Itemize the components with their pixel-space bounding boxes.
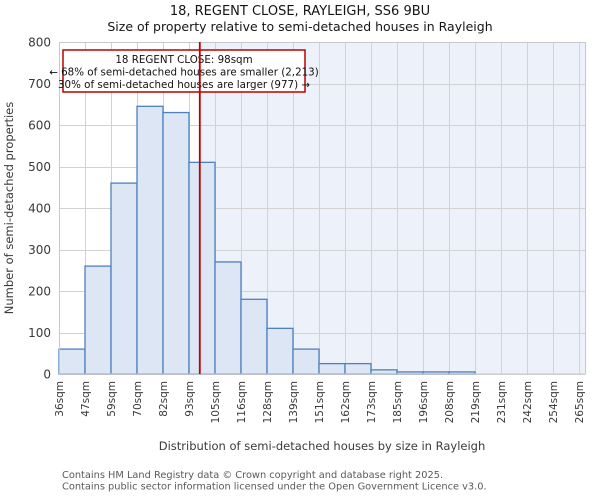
plot-border <box>59 42 586 375</box>
histogram-bar <box>162 111 190 375</box>
y-tick-label: 100 <box>28 326 51 340</box>
x-axis-label: Distribution of semi-detached houses by … <box>159 439 486 453</box>
y-tick-label: 500 <box>28 160 51 174</box>
footer-attribution-line-1: Contains HM Land Registry data © Crown c… <box>62 470 443 481</box>
annotation-box: 18 REGENT CLOSE: 98sqm ← 68% of semi-det… <box>49 49 319 93</box>
annotation-frame <box>62 49 306 93</box>
histogram-bar <box>136 105 164 375</box>
annotation-line-1: 18 REGENT CLOSE: 98sqm <box>115 54 252 66</box>
y-tick-label: 600 <box>28 118 51 132</box>
x-tick-label: 185sqm <box>392 381 404 423</box>
annotation-line-3: 30% of semi-detached houses are larger (… <box>58 79 310 91</box>
annotation-line-2: ← 68% of semi-detached houses are smalle… <box>49 67 319 79</box>
x-tick-label: 265sqm <box>574 381 586 423</box>
histogram-bar <box>110 182 138 375</box>
y-tick-label: 800 <box>28 35 51 49</box>
x-tick-label: 173sqm <box>366 381 378 423</box>
histogram-bar <box>188 161 216 375</box>
x-tick-label: 128sqm <box>262 381 274 423</box>
histogram-bar <box>344 362 372 375</box>
y-tick-label: 300 <box>28 243 51 257</box>
axis-ticks: 36sqm 47sqm 59sqm 70sqm 82sqm 93sqm 105sqm 116s… <box>28 35 586 423</box>
x-tick-label: 196sqm <box>418 381 430 423</box>
histogram-bar <box>292 348 320 375</box>
y-tick-label: 700 <box>28 77 51 91</box>
histogram-bar <box>58 348 86 375</box>
chart-title: 18, REGENT CLOSE, RAYLEIGH, SS6 9BU <box>170 4 430 19</box>
x-tick-label: 139sqm <box>288 381 300 423</box>
x-tick-label: 162sqm <box>340 381 352 423</box>
x-tick-label: 116sqm <box>236 381 248 423</box>
x-tick-label: 93sqm <box>184 381 196 417</box>
footer-attribution-line-2: Contains public sector information licen… <box>62 482 487 493</box>
x-tick-label: 254sqm <box>548 381 560 423</box>
x-tick-label: 219sqm <box>470 381 482 423</box>
chart-subtitle: Size of property relative to semi-detach… <box>107 19 492 34</box>
x-tick-label: 82sqm <box>158 381 170 417</box>
x-tick-label: 36sqm <box>54 381 66 417</box>
x-tick-label: 47sqm <box>80 381 92 417</box>
x-tick-label: 105sqm <box>210 381 222 423</box>
y-tick-label: 0 <box>43 367 51 381</box>
x-tick-label: 231sqm <box>496 381 508 423</box>
y-axis-label: Number of semi-detached properties <box>2 102 16 314</box>
histogram-bar <box>214 261 242 375</box>
x-tick-label: 242sqm <box>522 381 534 423</box>
histogram-bar <box>318 362 346 375</box>
x-tick-label: 208sqm <box>444 381 456 423</box>
x-tick-label: 59sqm <box>106 381 118 417</box>
histogram-bar <box>84 265 112 375</box>
histogram-bar <box>370 369 398 375</box>
x-tick-label: 151sqm <box>314 381 326 423</box>
y-tick-label: 400 <box>28 201 51 215</box>
histogram-bar <box>266 327 294 375</box>
x-tick-label: 70sqm <box>132 381 144 417</box>
histogram-bar <box>240 298 268 375</box>
y-tick-label: 200 <box>28 284 51 298</box>
